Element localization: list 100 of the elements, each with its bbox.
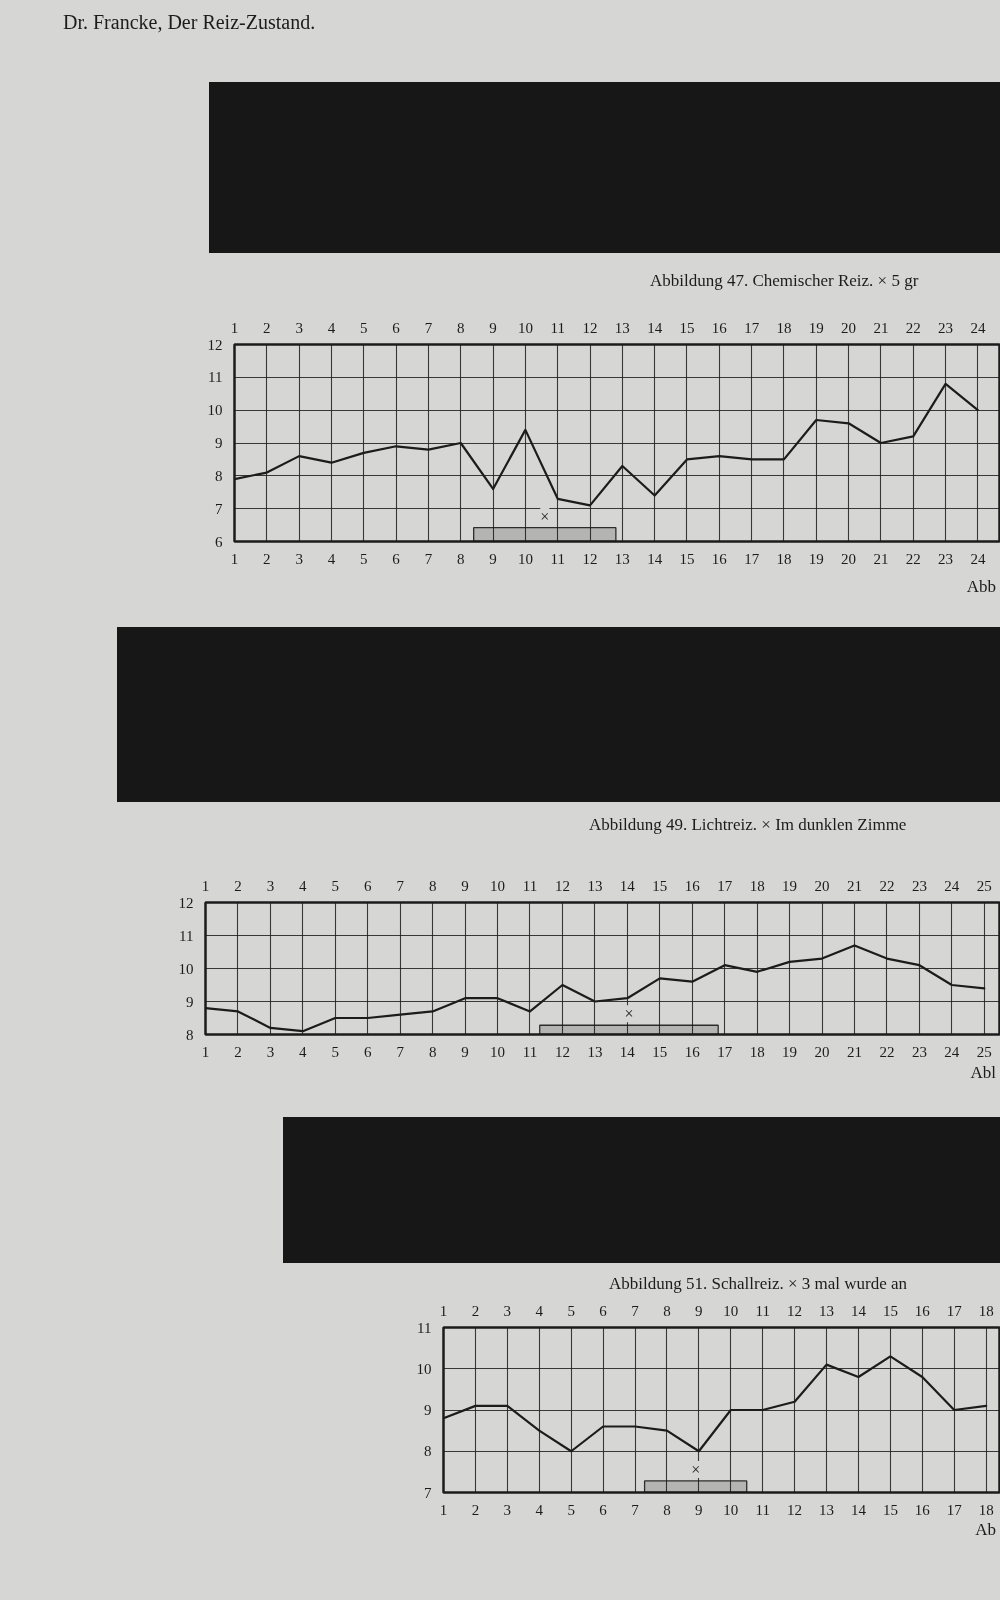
x-tick-label: 12 (787, 1501, 803, 1518)
x-tick-label: 17 (946, 1501, 963, 1518)
x-tick-label: 13 (587, 877, 603, 894)
y-tick-label: 10 (178, 960, 194, 977)
y-tick-label: 10 (207, 402, 223, 419)
x-tick-label: 8 (456, 550, 465, 567)
text: Abbildung 49. Lichtreiz. × Im dunklen Zimme (589, 814, 907, 835)
x2-tick-label: 13 (587, 1043, 603, 1060)
x-tick-label: 9 (461, 877, 469, 894)
x-tick-label: 16 (684, 877, 701, 894)
x-tick-label: 16 (711, 550, 728, 567)
x2-tick-label: 10 (517, 319, 533, 336)
x-tick-label: 8 (663, 1501, 671, 1518)
y-tick-label: 7 (215, 500, 223, 517)
text: Abl (970, 1062, 996, 1083)
x2-tick-label: 24 (970, 319, 986, 336)
x2-tick-label: 8 (456, 319, 465, 336)
x-tick-label: 4 (327, 550, 336, 567)
x2-tick-label: 17 (946, 1302, 963, 1319)
x2-tick-label: 6 (363, 1043, 372, 1060)
x2-tick-label: 21 (873, 319, 889, 336)
y-tick-label: 11 (208, 369, 223, 386)
x2-tick-label: 16 (914, 1302, 931, 1319)
band-label: × (624, 1005, 634, 1023)
text: Abbildung 47. Chemischer Reiz. × 5 gr (650, 270, 919, 291)
x-tick-label: 13 (614, 550, 630, 567)
y-tick-label: 9 (215, 435, 223, 451)
x-tick-label: 1 (230, 550, 239, 567)
x-tick-label: 6 (392, 550, 401, 567)
x2-tick-label: 4 (535, 1302, 544, 1319)
x-tick-label: 3 (295, 550, 303, 567)
x2-tick-label: 9 (695, 1302, 703, 1319)
x2-tick-label: 7 (631, 1302, 640, 1319)
text: Abb (966, 576, 996, 597)
x2-tick-label: 16 (711, 319, 728, 336)
x-tick-label: 10 (517, 550, 533, 567)
x2-tick-label: 14 (647, 319, 663, 336)
x-tick-label: 12 (582, 550, 598, 567)
x2-tick-label: 23 (911, 1043, 927, 1060)
x-tick-label: 6 (363, 877, 372, 894)
x2-tick-label: 13 (819, 1302, 835, 1319)
x-tick-label: 11 (550, 550, 565, 567)
x2-tick-label: 18 (776, 319, 792, 336)
x-tick-label: 25 (976, 877, 992, 894)
x-tick-label: 19 (808, 550, 824, 567)
y-tick-label: 11 (179, 927, 194, 944)
x2-tick-label: 20 (814, 1043, 830, 1060)
x-tick-label: 22 (879, 877, 895, 894)
text: Dr. Francke, Der Reiz-Zustand. (63, 10, 316, 34)
x2-tick-label: 11 (755, 1302, 770, 1319)
y-tick-label: 8 (215, 467, 223, 484)
x2-tick-label: 19 (808, 319, 824, 336)
y-tick-label: 11 (417, 1319, 432, 1336)
x-tick-label: 6 (599, 1501, 608, 1518)
x2-tick-label: 2 (263, 319, 271, 336)
x2-tick-label: 1 (230, 319, 239, 336)
x-tick-label: 10 (723, 1501, 739, 1518)
x2-tick-label: 8 (663, 1302, 671, 1319)
x2-tick-label: 5 (331, 1043, 340, 1060)
x2-tick-label: 4 (327, 319, 336, 336)
x2-tick-label: 17 (744, 319, 760, 336)
x2-tick-label: 12 (554, 1043, 570, 1060)
x-tick-label: 15 (652, 877, 668, 894)
x-tick-label: 13 (819, 1501, 835, 1518)
x2-tick-label: 9 (489, 319, 497, 336)
x2-tick-label: 22 (905, 319, 921, 336)
x-tick-label: 7 (396, 877, 405, 894)
x2-tick-label: 11 (550, 319, 565, 336)
x2-tick-label: 9 (461, 1043, 469, 1060)
x2-tick-label: 15 (652, 1043, 668, 1060)
x2-tick-label: 7 (396, 1043, 405, 1060)
x2-tick-label: 2 (471, 1302, 480, 1319)
x-tick-label: 9 (695, 1501, 703, 1518)
x-tick-label: 14 (647, 550, 663, 567)
band-label: × (540, 507, 550, 525)
x-tick-label: 23 (938, 550, 954, 567)
x-tick-label: 17 (717, 877, 733, 894)
x2-tick-label: 18 (978, 1302, 994, 1319)
x-tick-label: 14 (619, 877, 636, 894)
y-tick-label: 9 (186, 993, 194, 1010)
x2-tick-label: 13 (614, 319, 630, 336)
x2-tick-label: 17 (717, 1043, 733, 1060)
x-tick-label: 24 (970, 550, 986, 567)
x-tick-label: 24 (944, 877, 960, 894)
x2-tick-label: 6 (599, 1302, 608, 1319)
y-tick-label: 7 (424, 1484, 432, 1501)
x-tick-label: 18 (776, 550, 792, 567)
x-tick-label: 23 (911, 877, 927, 894)
x2-tick-label: 15 (679, 319, 695, 336)
x-tick-label: 21 (846, 877, 862, 894)
x2-tick-label: 12 (582, 319, 598, 336)
x2-tick-label: 21 (846, 1043, 862, 1060)
x2-tick-label: 22 (879, 1043, 895, 1060)
x-tick-label: 21 (873, 550, 889, 567)
y-tick-label: 6 (215, 533, 223, 550)
x-tick-label: 2 (263, 550, 271, 567)
x2-tick-label: 24 (944, 1043, 960, 1060)
text: Ab (975, 1519, 996, 1540)
x-tick-label: 19 (782, 877, 798, 894)
x-tick-label: 3 (503, 1501, 512, 1518)
